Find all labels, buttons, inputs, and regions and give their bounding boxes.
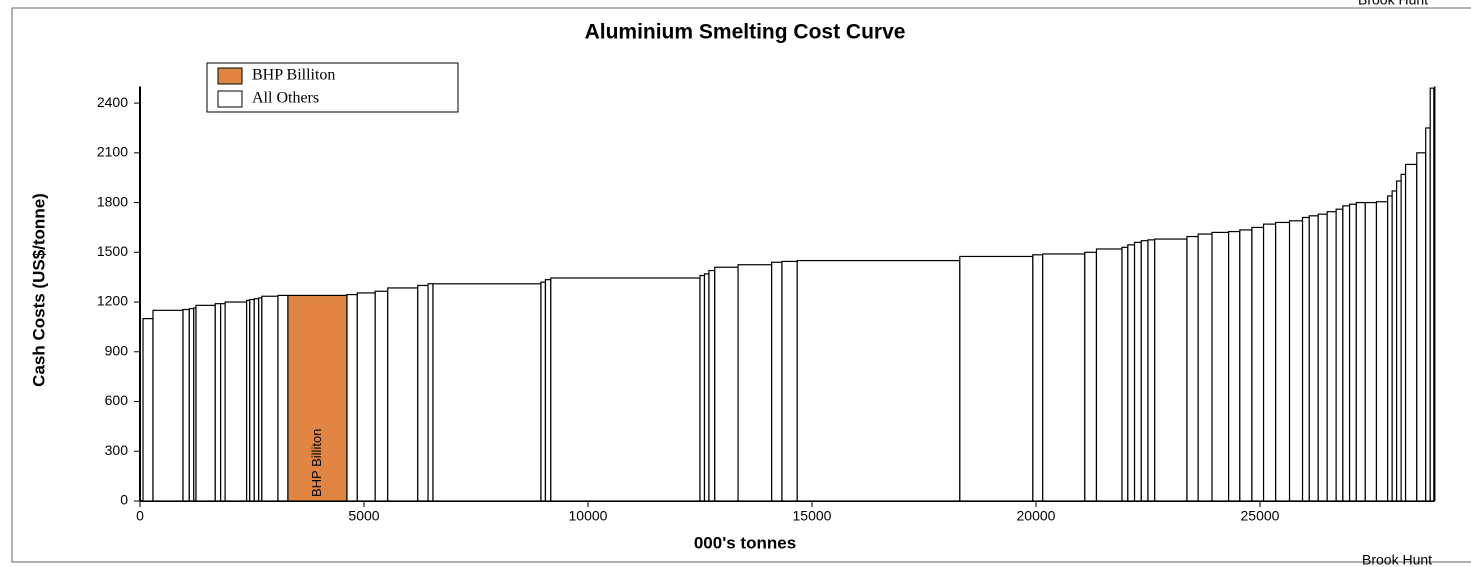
bar [152,309,184,502]
bar [1262,223,1277,502]
bar [1348,203,1357,502]
bar [287,294,348,502]
bar [1211,231,1230,502]
bar [1127,244,1136,502]
legend-label: All Others [252,90,319,107]
bar [781,260,798,502]
bar [1308,215,1319,502]
bar [1326,211,1337,502]
frame [11,7,1471,563]
legend-box [206,62,459,113]
bar [1416,152,1427,502]
bar [417,284,429,502]
bar [427,283,434,502]
bar [1228,230,1241,502]
y-tick-label: 2100 [97,144,128,160]
bar [1391,190,1398,502]
bar [1425,127,1431,502]
bar [1154,238,1188,502]
bar [796,259,961,502]
bar [1084,251,1098,502]
bar [1375,201,1389,502]
bar [1251,226,1265,502]
x-tick-label: 5000 [348,508,379,524]
y-tick-label: 300 [105,442,129,458]
bar [1140,240,1149,502]
chart-title: Aluminium Smelting Cost Curve [585,21,906,44]
bar [374,290,389,502]
bar [1239,229,1253,502]
legend-label: BHP Billiton [252,67,335,84]
bar [1317,213,1328,502]
bar [540,281,547,502]
source: Brook Hunt [1358,0,1428,8]
bar [432,283,542,502]
bar [699,274,706,502]
legend-swatch [217,90,243,108]
bar [714,266,739,502]
y-tick-label: 0 [120,492,128,508]
bar [1387,195,1393,502]
bar [224,301,248,502]
bar [703,273,710,502]
bar [1404,163,1418,502]
bar [544,279,552,502]
bar [1095,248,1123,502]
bar [261,295,279,502]
y-tick-label: 600 [105,392,129,408]
bar [277,294,289,502]
bar [1335,208,1344,502]
y-tick-label: 1200 [97,293,128,309]
bar [959,255,1034,502]
bar [1186,235,1199,502]
bar [387,287,419,502]
bar [182,308,190,502]
bar [1364,201,1378,502]
x-axis-label: 000's tonnes [694,533,796,552]
bar [188,308,195,502]
y-tick-label: 2400 [97,94,128,110]
annotation: BHP Billiton [309,429,324,497]
bar [195,304,216,502]
y-tick-label: 1500 [97,243,128,259]
bar [1355,201,1366,502]
y-axis-label: Cash Costs (US$/tonne) [29,193,48,387]
bar [1197,233,1213,502]
y-tick-label: 1800 [97,193,128,209]
bar [1288,220,1304,502]
bar [1133,241,1142,502]
bar [220,303,226,502]
x-tick-label: 0 [136,508,144,524]
y-tick-label: 900 [105,342,129,358]
x-tick-label: 20000 [1017,508,1056,524]
bar [1121,246,1129,502]
bar [1032,254,1044,502]
bar [1042,253,1086,502]
bar [356,292,376,502]
bar [1400,173,1407,502]
bar [1429,87,1435,502]
bar [708,269,716,502]
x-tick-label: 10000 [569,508,608,524]
bar [1147,239,1156,502]
bar [253,298,260,502]
x-tick-label: 25000 [1241,508,1280,524]
x-tick-label: 15000 [793,508,832,524]
bar [249,298,255,502]
bar [214,303,222,502]
bar [142,318,154,502]
bar [1301,216,1310,502]
source: Brook Hunt [1362,552,1432,567]
bar [771,261,783,502]
legend-swatch [217,67,243,85]
bar [1396,180,1402,502]
bar [550,277,701,502]
bar [737,264,773,502]
bar [346,293,358,502]
bar [1275,221,1291,502]
bar [1342,205,1351,502]
